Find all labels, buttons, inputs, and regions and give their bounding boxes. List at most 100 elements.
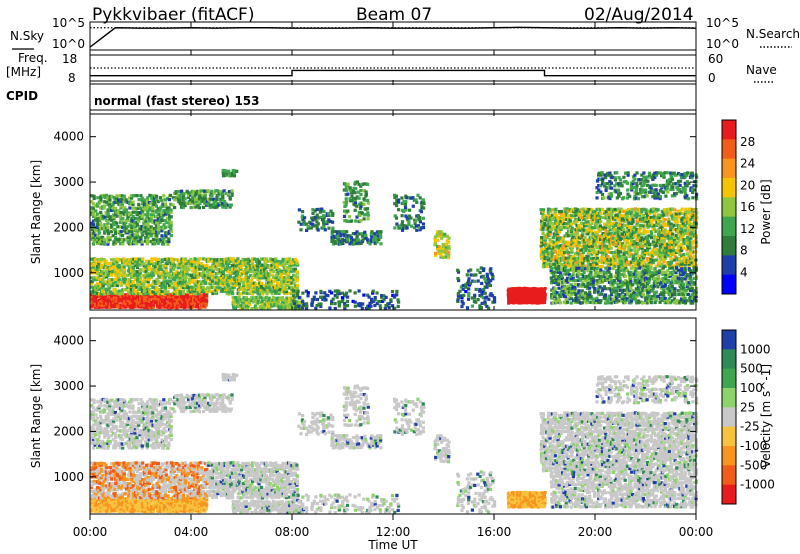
power-cells-cell-514 [102,276,106,280]
power-cells-cell-559 [109,265,114,269]
power-cells-cell-3274 [480,292,484,296]
power-cells-cell-1768 [91,202,95,206]
power-cells-cell-1803 [97,200,101,204]
power-cells-cell-2331 [180,191,184,195]
power-cells-cell-1223 [216,258,220,262]
power-cells-cell-1257 [221,270,226,274]
power-cells-cell-2442 [221,205,225,209]
power-cells-cell-722 [135,257,139,261]
power-cells-cell-900 [164,266,168,270]
power-cells-cell-1871 [108,207,112,211]
power-cells-cell-34 [99,299,103,303]
power-cells-cell-2077 [138,229,142,233]
power-cells-cell-1774 [94,229,98,233]
power-cells-cell-1511 [261,276,265,280]
power-cells-cell-1195 [212,282,216,286]
power-cells-cell-484 [97,261,101,265]
power-cells-cell-1585 [272,262,276,266]
power-cells-cell-1912 [113,196,117,200]
power-cells-cell-1824 [101,214,105,218]
power-cells-cell-1522 [262,269,267,273]
power-cells-cell-792 [147,283,151,287]
power-cells-cell-1811 [99,217,103,221]
power-cells-cell-1326 [232,279,237,284]
power-cells-cell-450 [93,287,98,291]
power-cells-cell-3772 [567,213,571,217]
power-cells-cell-898 [164,271,168,275]
power-cells-cell-981 [178,276,182,280]
power-cells-cell-1076 [193,275,197,279]
power-cells-cell-1784 [96,234,100,238]
power-cells-cell-404 [200,303,204,307]
power-cells-cell-1403 [245,281,249,285]
power-cells-cell-3080 [394,194,398,198]
power-cells-cell-1384 [242,284,246,288]
power-cells-cell-1851 [106,242,110,246]
power-cells-cell-2090 [140,224,144,229]
power-cells-cell-2976 [342,214,347,218]
power-cells-cell-1980 [124,221,128,225]
power-cells-cell-480 [97,271,101,275]
power-cells-cell-2282 [165,196,170,200]
power-cells-cell-3775 [569,259,573,263]
noise-right-tick-top: 10^5 [706,16,739,30]
power-cells-cell-2080 [138,215,142,219]
power-cells-cell-4803 [671,232,675,236]
power-cells-cell-48 [103,299,107,303]
power-cells-cell-2104 [142,219,146,223]
power-cells-cell-1663 [284,287,288,291]
power-cells-cell-877 [160,267,164,271]
power-cells-cell-385 [196,301,200,305]
power-cells-cell-1515 [261,263,265,267]
power-cells-cell-1146 [203,274,207,278]
power-cells-cell-2353 [189,193,193,197]
power-cells-cell-452 [94,284,98,288]
power-cells-cell-517 [102,266,106,270]
power-cells-cell-32 [99,303,103,307]
power-cells-cell-848 [157,280,161,284]
power-cells-cell-1587 [272,258,276,262]
power-cells-cell-2738 [345,303,350,308]
power-cells-cell-476 [97,282,101,286]
power-cells-cell-550 [108,261,112,266]
power-cells-cell-3236 [465,306,470,310]
power-cells-cell-541 [106,265,110,269]
power-cells-cell-2057 [135,217,139,221]
power-cells-cell-2045 [133,223,138,227]
power-cells-cell-1483 [257,288,262,292]
power-cells-cell-1231 [218,261,222,265]
power-cells-cell-256 [161,305,165,309]
power-cells-cell-162 [133,296,137,301]
power-cells-cell-1889 [111,221,115,225]
power-cells-cell-312 [175,301,179,305]
power-cells-cell-2852 [323,228,327,232]
power-cells-cell-33 [99,301,103,305]
power-cells-cell-2223 [156,212,160,216]
power-cells-cell-629 [122,274,127,278]
power-cells-cell-3261 [474,273,478,277]
power-cells-cell-1048 [187,259,191,263]
power-cells-cell-1997 [127,242,131,246]
power-cells-cell-738 [138,276,142,280]
power-cells-cell-1701 [289,276,294,280]
power-cells-cell-2081 [138,212,142,217]
power-cells-cell-1630 [279,274,283,278]
power-cells-cell-1518 [263,283,267,288]
power-cells-cell-924 [169,269,173,273]
power-cells-cell-1098 [196,290,200,294]
power-cells-cell-1779 [94,204,98,208]
power-cells-cell-2279 [165,216,170,220]
power-cells-cell-2049 [133,206,137,210]
power-cells-cell-3315 [490,272,494,276]
power-heatmap-cells [90,168,699,311]
power-cells-cell-2850 [321,214,326,218]
power-cells-cell-173 [137,301,141,305]
power-cells-cell-2462 [229,203,233,207]
power-cells-cell-2220 [156,223,161,227]
power-cells-cell-1609 [275,267,279,271]
power-cells-cell-284 [168,301,172,305]
power-cells-cell-1612 [275,262,279,266]
power-cells-cell-3167 [436,238,440,242]
power-cells-cell-1054 [189,277,193,282]
power-cells-cell-1572 [270,273,274,277]
